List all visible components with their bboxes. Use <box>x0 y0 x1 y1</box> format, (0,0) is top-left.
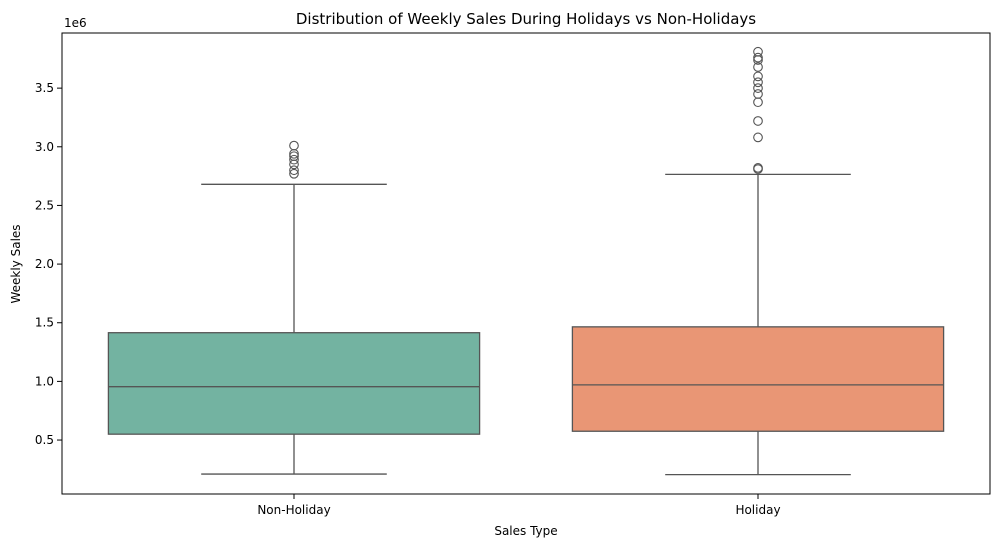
outlier-point <box>753 77 763 88</box>
y-tick-label: 3.5 <box>35 81 54 95</box>
outlier-point <box>753 83 763 93</box>
y-axis-label: Weekly Sales <box>9 224 23 303</box>
outlier-point <box>753 89 763 99</box>
box-group-holiday <box>571 46 945 476</box>
outlier-point <box>753 46 763 57</box>
x-tick-label: Holiday <box>735 503 780 517</box>
outlier-point <box>753 97 763 108</box>
iqr-box <box>107 332 481 435</box>
y-tick-label: 2.5 <box>35 198 54 212</box>
box-group-non-holiday <box>107 140 481 475</box>
outlier-point <box>753 116 763 126</box>
outlier-point <box>289 154 299 165</box>
plot-area <box>107 46 945 476</box>
outlier-point <box>289 140 299 151</box>
y-tick-label: 0.5 <box>35 433 54 447</box>
y-tick-label: 2.0 <box>35 257 54 271</box>
y-tick-label: 1.0 <box>35 374 54 388</box>
outlier-point <box>753 62 763 72</box>
y-offset-label: 1e6 <box>64 16 87 30</box>
outlier-point <box>289 151 299 162</box>
plot-frame <box>61 32 991 495</box>
x-axis-label: Sales Type <box>494 524 557 538</box>
outlier-point <box>753 52 763 63</box>
iqr-box <box>571 326 945 432</box>
y-axis: 0.5 1.0 1.5 2.0 2.5 3.0 3.5 <box>35 81 62 447</box>
outlier-point <box>753 132 763 143</box>
y-tick-label: 1.5 <box>35 316 54 330</box>
outlier-point <box>289 165 299 176</box>
x-axis: Non-Holiday Holiday <box>257 494 781 517</box>
outlier-point <box>289 168 299 179</box>
x-tick-label: Non-Holiday <box>257 503 330 517</box>
outlier-point <box>753 163 763 173</box>
outlier-point <box>753 71 763 82</box>
chart-title: Distribution of Weekly Sales During Holi… <box>296 10 756 28</box>
y-tick-label: 3.0 <box>35 140 54 154</box>
